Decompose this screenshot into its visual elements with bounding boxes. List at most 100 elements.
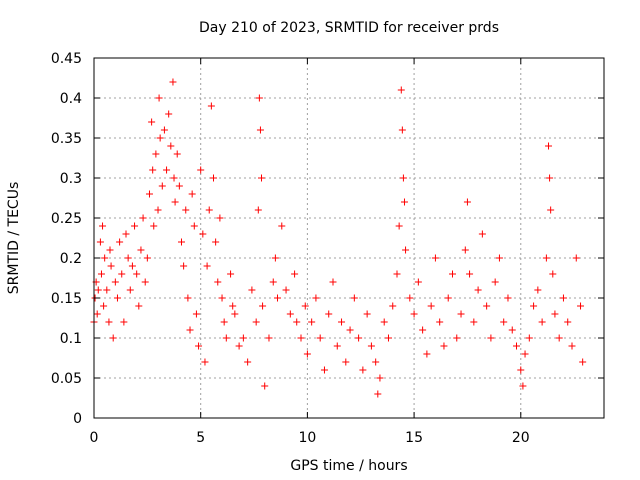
data-point [155, 94, 163, 102]
data-point [504, 294, 512, 302]
y-tick-label: 0.35 [51, 131, 82, 147]
data-point [367, 342, 375, 350]
data-point [274, 294, 282, 302]
data-point [342, 358, 350, 366]
data-point [278, 222, 286, 230]
x-tick-label: 20 [512, 430, 530, 446]
data-point [559, 294, 567, 302]
data-point [188, 190, 196, 198]
data-point [137, 246, 145, 254]
data-point [109, 334, 117, 342]
data-point [148, 118, 156, 126]
data-point [500, 318, 508, 326]
data-point [393, 270, 401, 278]
data-point [325, 310, 333, 318]
data-point [293, 318, 301, 326]
data-point [100, 302, 108, 310]
data-point [239, 334, 247, 342]
data-point [359, 366, 367, 374]
data-point [133, 270, 141, 278]
data-point [419, 326, 427, 334]
data-point [312, 294, 320, 302]
data-point [538, 318, 546, 326]
x-tick-label: 15 [405, 430, 423, 446]
data-point [192, 310, 200, 318]
data-point [384, 334, 392, 342]
data-point [135, 302, 143, 310]
data-point [182, 206, 190, 214]
data-point [399, 174, 407, 182]
data-point [254, 206, 262, 214]
data-point [487, 334, 495, 342]
data-point [265, 334, 273, 342]
data-point [431, 254, 439, 262]
data-point [141, 278, 149, 286]
data-point [376, 374, 384, 382]
y-tick-label: 0.4 [60, 91, 82, 107]
data-point [103, 286, 111, 294]
data-point [546, 174, 554, 182]
data-point [572, 254, 580, 262]
data-point [131, 222, 139, 230]
data-point [491, 278, 499, 286]
data-point [143, 254, 151, 262]
data-point [474, 286, 482, 294]
data-point [333, 342, 341, 350]
data-point [508, 326, 516, 334]
data-point [291, 270, 299, 278]
data-point [163, 166, 171, 174]
data-point [414, 278, 422, 286]
data-point [207, 102, 215, 110]
data-point [568, 342, 576, 350]
data-point [209, 174, 217, 182]
data-point [525, 334, 533, 342]
data-point [106, 246, 114, 254]
data-point [116, 238, 124, 246]
y-tick-label: 0.2 [60, 251, 82, 267]
data-point [363, 310, 371, 318]
x-axis-tick-labels: 0 5 10 15 20 [90, 430, 530, 446]
data-point [534, 286, 542, 294]
data-point [118, 270, 126, 278]
data-point [530, 302, 538, 310]
y-tick-label: 0 [73, 411, 82, 427]
grid-lines [94, 58, 604, 418]
data-point [448, 270, 456, 278]
data-point [113, 294, 121, 302]
data-point [97, 270, 105, 278]
data-point [139, 214, 147, 222]
data-point [105, 318, 113, 326]
data-point [111, 278, 119, 286]
data-point [470, 318, 478, 326]
data-point [259, 302, 267, 310]
data-point [547, 206, 555, 214]
data-point [235, 342, 243, 350]
data-point [521, 350, 529, 358]
data-point [427, 302, 435, 310]
y-tick-label: 0.25 [51, 211, 82, 227]
data-point [316, 334, 324, 342]
data-point [478, 230, 486, 238]
data-point [436, 318, 444, 326]
y-tick-label: 0.05 [51, 371, 82, 387]
data-point [248, 286, 256, 294]
y-tick-label: 0.1 [60, 331, 82, 347]
data-point [346, 326, 354, 334]
data-point [261, 382, 269, 390]
data-point [145, 190, 153, 198]
data-point [303, 350, 311, 358]
data-point [93, 310, 101, 318]
data-point [180, 262, 188, 270]
data-point [453, 334, 461, 342]
data-point [205, 206, 213, 214]
data-point [167, 142, 175, 150]
x-tick-label: 0 [90, 430, 99, 446]
data-point [297, 334, 305, 342]
data-point [184, 294, 192, 302]
data-point [495, 254, 503, 262]
data-point [301, 302, 309, 310]
data-point [338, 318, 346, 326]
data-point [286, 310, 294, 318]
data-point [410, 310, 418, 318]
